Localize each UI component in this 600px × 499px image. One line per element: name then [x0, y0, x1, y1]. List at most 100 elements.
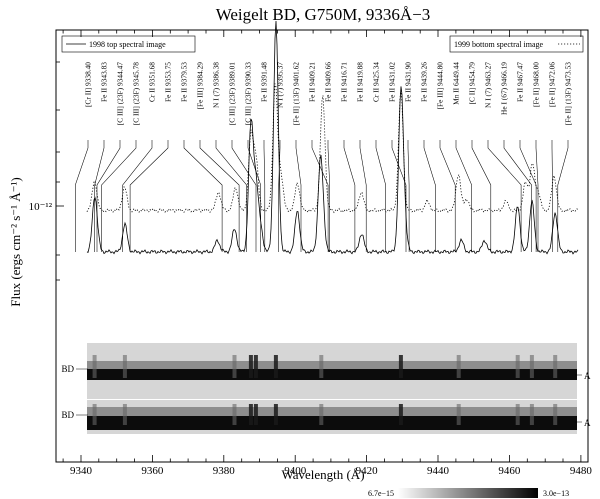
line-id-label: Fe II 9431.90: [404, 62, 413, 102]
line-id-label: Fe II 9353.75: [164, 62, 173, 102]
image-trace: [87, 369, 577, 380]
line-id-pointer: [231, 140, 257, 252]
line-id-label: [Fe III] 9444.80: [436, 62, 445, 110]
line-id: [Fe III] 9384.29: [196, 62, 240, 252]
line-id-pointer: [535, 140, 539, 252]
y-tick-label: 10⁻¹²: [29, 201, 53, 213]
line-id: [C III] (23F) 9389.01: [228, 62, 257, 252]
line-id-pointer: [311, 140, 329, 252]
line-id-label: [C III] (23F) 9344.47: [116, 62, 125, 126]
line-id: [Fe II] 9468.00: [532, 62, 541, 252]
image-haze: [87, 407, 577, 417]
line-id: Fe II 9416.71: [340, 62, 356, 252]
x-axis-label: Wavelength (Å): [281, 467, 364, 482]
emission-spot: [398, 404, 403, 425]
line-id-label: Fe II 9419.88: [356, 62, 365, 102]
line-id-pointer: [215, 140, 247, 252]
line-id-pointer: [75, 140, 89, 252]
emission-spot: [456, 404, 461, 425]
line-id-pointer: [343, 140, 356, 252]
x-tick-label: 9360: [141, 465, 164, 477]
line-id: [Fe III] 9444.80: [436, 62, 456, 252]
line-id-pointer: [101, 140, 137, 252]
image-label-bd-1998: BD: [61, 364, 74, 374]
line-id-label: Mn II 6449.44: [452, 62, 461, 105]
emission-spot: [553, 355, 558, 378]
line-id-pointer: [423, 140, 436, 252]
spectral-image-1999: [87, 400, 577, 434]
plot-frame: [55, 29, 589, 463]
legend-box-1999: [449, 35, 584, 53]
line-id-label: [C II] 9454.79: [468, 62, 477, 105]
line-id: [Fe II] (13F) 9401.62: [292, 62, 302, 252]
line-id-label: [C III] (23F) 9345.78: [132, 62, 141, 126]
line-id: Cr II 9425.34: [372, 62, 386, 252]
line-id-label: He I (67) 9466.19: [500, 62, 509, 115]
line-id-label: [Cr II] 9338.40: [84, 62, 93, 107]
legend-label-1998: 1998 top spectral image: [89, 40, 166, 49]
line-id-label: N I (7) 9386.38: [212, 62, 221, 108]
legend-1998: 1998 top spectral image: [61, 35, 196, 53]
emission-spots: [92, 404, 558, 425]
line-id: Fe II 9379.53: [180, 62, 223, 252]
line-id: Fe II 9391.48: [260, 62, 269, 252]
emission-spot: [273, 404, 278, 425]
line-id: Cr II 9351.68: [122, 62, 157, 252]
emission-spot: [248, 355, 253, 378]
emission-spot: [92, 355, 97, 378]
x-tick-label: 9420: [356, 465, 379, 477]
legend-1999: 1999 bottom spectral image: [449, 35, 584, 53]
emission-spot: [273, 355, 278, 378]
line-id-pointer: [327, 140, 330, 252]
line-id-label: Fe II 9467.47: [516, 62, 525, 102]
emission-spot: [232, 404, 237, 425]
line-id-pointer: [122, 140, 153, 252]
y-axis-label: Flux (ergs cm⁻² s⁻¹ Å⁻¹): [8, 177, 23, 307]
line-id-pointer: [375, 140, 386, 252]
line-id-label: [Fe II] 9472.06: [548, 62, 557, 107]
line-id: Fe II 9419.88: [356, 62, 367, 252]
colorbar: 6.7e−15 3.0e−13: [368, 488, 569, 498]
line-id-pointer: [471, 140, 492, 252]
line-id: [Fe II] 9472.06: [548, 62, 557, 252]
line-id-label: [C III] (23F) 9389.01: [228, 62, 237, 126]
emission-spot: [122, 355, 127, 378]
emission-spot: [232, 355, 237, 378]
line-id: Fe II 9467.47: [516, 62, 537, 252]
x-tick-label: 9440: [427, 465, 450, 477]
spectrum-1998-line: [86, 20, 579, 255]
line-id-pointer: [295, 140, 302, 252]
line-id-pointer: [551, 140, 553, 252]
image-haze: [87, 361, 577, 371]
line-id-pointer: [455, 140, 472, 252]
line-id-label: Cr II 9425.34: [372, 62, 381, 102]
line-id-pointer: [557, 140, 569, 252]
line-id-pointer: [129, 140, 169, 252]
line-id-label: Fe II 9379.53: [180, 62, 189, 102]
emission-spot: [515, 355, 520, 378]
emission-spot: [253, 404, 258, 425]
line-id-pointer: [503, 140, 532, 252]
line-id-label: [C III] (23F) 9390.33: [244, 62, 253, 126]
x-tick-label: 9340: [70, 465, 93, 477]
emission-spot: [529, 404, 534, 425]
line-id: Fe II 9353.75: [129, 62, 173, 252]
line-id-label: [Fe II] 9468.00: [532, 62, 541, 107]
spectral-image-1998: [87, 343, 577, 399]
line-id: N I (7) 9395.37: [276, 62, 285, 252]
line-id: [C II] 9454.79: [468, 62, 492, 252]
line-id: He I (67) 9466.19: [500, 62, 532, 252]
line-id-label: Cr II 9351.68: [148, 62, 157, 102]
line-id: Fe II 9439.26: [420, 62, 436, 252]
emission-spot: [515, 404, 520, 425]
emission-spot: [248, 404, 253, 425]
image-label-bd-1999: BD: [61, 410, 74, 420]
line-id-label: Fe II 9391.48: [260, 62, 269, 102]
line-id-pointer: [519, 140, 537, 252]
line-id: N I (7) 9463.27: [484, 62, 522, 252]
x-tick-label: 9480: [570, 465, 593, 477]
line-id: Fe II 9343.83: [94, 62, 109, 252]
line-id-pointer: [263, 140, 266, 252]
x-tick-label: 9380: [213, 465, 236, 477]
chart-title: Weigelt BD, G750M, 9336Å−3: [216, 5, 431, 24]
